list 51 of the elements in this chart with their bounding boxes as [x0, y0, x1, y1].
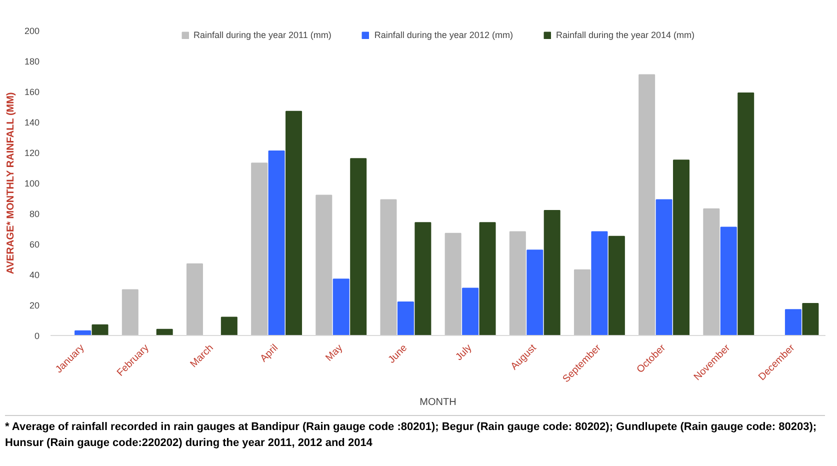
- bar: [462, 288, 479, 336]
- x-tick-label: May: [324, 342, 346, 364]
- y-tick-label: 80: [29, 209, 40, 219]
- bar: [720, 226, 737, 336]
- bar: [784, 309, 802, 336]
- bar: [526, 250, 544, 336]
- bar: [350, 158, 367, 336]
- text: * Average of rainfall recorded in rain gauges at Bandipur (Rain gauge code :80201); Begur (Rain gauge code: 80202); Gundlupete (Rain gauge code: 80203); Hunsur (Rain gauge code:220202) during the year 2011, 2012 and 2014: [5, 420, 818, 451]
- y-tick-label: 120: [24, 148, 40, 158]
- bar: [316, 194, 332, 336]
- bar: [74, 330, 92, 336]
- bar: [220, 316, 238, 336]
- bar: [738, 92, 754, 336]
- x-axis-title: MONTH: [420, 396, 456, 408]
- y-tick-label: 200: [24, 26, 40, 36]
- bar: [251, 162, 268, 336]
- y-tick-label: 140: [24, 118, 40, 128]
- x-tick-label: July: [454, 342, 474, 363]
- bar: [509, 231, 526, 336]
- bar: [156, 328, 173, 336]
- y-tick-label: 180: [24, 56, 40, 66]
- bar: [574, 269, 590, 336]
- bar: [544, 210, 560, 336]
- bar: [380, 199, 397, 336]
- y-tick-label: 0: [34, 331, 40, 341]
- bar: [703, 208, 720, 336]
- bar: [444, 232, 462, 336]
- bar: [92, 324, 108, 336]
- bar: [286, 110, 302, 336]
- bar: [332, 278, 350, 336]
- legend-label: Rainfall during the year 2011 (mm): [193, 30, 332, 40]
- bar: [479, 222, 496, 336]
- y-tick-label: 40: [29, 270, 40, 280]
- bar: [268, 150, 285, 336]
- bar: [802, 302, 819, 336]
- y-axis-title: AVERAGE* MONTHLY RAINFALL (MM): [5, 92, 16, 274]
- bar: [608, 236, 625, 336]
- legend-label: Rainfall during the year 2012 (mm): [374, 30, 513, 40]
- y-tick-label: 60: [29, 240, 40, 250]
- bar: [638, 74, 656, 336]
- y-tick-label: 20: [29, 300, 40, 310]
- y-tick-label: 160: [24, 87, 40, 97]
- bar: [186, 263, 203, 336]
- bar: [122, 289, 138, 336]
- bar: [591, 231, 608, 336]
- bar: [673, 160, 690, 336]
- y-tick-label: 100: [24, 178, 40, 188]
- bar: [397, 301, 414, 336]
- legend-label: Rainfall during the year 2014 (mm): [556, 30, 695, 40]
- bar: [656, 199, 672, 336]
- bar: [414, 222, 432, 336]
